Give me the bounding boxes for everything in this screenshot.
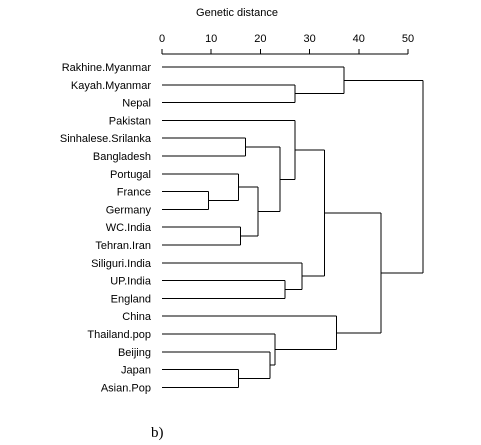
- leaf-label: England: [111, 293, 151, 305]
- leaf-label: Beijing: [118, 347, 151, 359]
- leaf-label: Sinhalese.Srilanka: [60, 133, 152, 145]
- leaf-label: Thailand.pop: [87, 329, 151, 341]
- axis-tick-label: 40: [353, 33, 365, 45]
- leaf-label: Bangladesh: [93, 151, 151, 163]
- leaf-label: Rakhine.Myanmar: [62, 62, 152, 74]
- leaf-label: Kayah.Myanmar: [71, 80, 151, 92]
- leaf-label: Japan: [121, 365, 151, 377]
- leaf-label: Siliguri.India: [91, 258, 152, 270]
- figure-caption: b): [151, 425, 164, 441]
- leaf-label: Tehran.Iran: [95, 240, 151, 252]
- dendrogram-tree: [162, 66, 424, 388]
- leaf-label: Portugal: [110, 169, 151, 181]
- axis-tick-label: 20: [254, 33, 266, 45]
- leaf-label: Germany: [106, 204, 152, 216]
- leaf-labels: Rakhine.Myanmar Kayah.Myanmar Nepal Pakista…: [60, 62, 152, 394]
- leaf-label: Asian.Pop: [101, 382, 151, 394]
- axis-tick-label: 30: [303, 33, 315, 45]
- distance-axis: 0 10 20 30 40 50: [159, 33, 414, 55]
- axis-tick-label: 50: [402, 33, 414, 45]
- leaf-label: Pakistan: [109, 115, 151, 127]
- axis-title: Genetic distance: [196, 7, 278, 19]
- axis-tick-label: 10: [205, 33, 217, 45]
- leaf-label: WC.India: [106, 222, 152, 234]
- leaf-label: UP.India: [110, 276, 152, 288]
- leaf-label: Nepal: [122, 98, 151, 110]
- leaf-label: France: [117, 187, 151, 199]
- axis-tick-label: 0: [159, 33, 165, 45]
- leaf-label: China: [122, 311, 152, 323]
